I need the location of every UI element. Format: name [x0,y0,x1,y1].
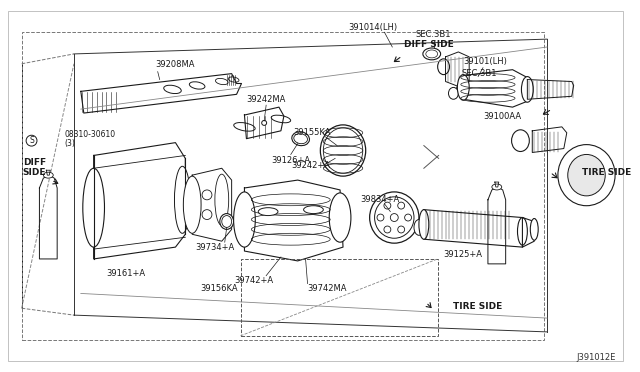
Ellipse shape [531,218,538,240]
Ellipse shape [262,121,267,125]
Ellipse shape [390,214,398,221]
Ellipse shape [397,202,404,209]
Ellipse shape [511,130,529,151]
Text: 39242MA: 39242MA [246,95,286,104]
Ellipse shape [384,226,391,233]
Ellipse shape [321,125,365,176]
Text: 39126+A: 39126+A [271,156,310,165]
Ellipse shape [202,190,212,200]
Polygon shape [488,187,506,264]
Ellipse shape [558,145,615,206]
Text: S: S [29,136,34,145]
Text: 39101(LH): 39101(LH) [463,57,507,66]
Ellipse shape [26,135,37,146]
Ellipse shape [234,192,255,247]
Text: 39734+A: 39734+A [195,243,234,251]
Ellipse shape [438,59,449,75]
Text: 39100AA: 39100AA [484,112,522,121]
Ellipse shape [377,214,384,221]
Text: 39242+A: 39242+A [291,161,330,170]
Text: DIFF SIDE: DIFF SIDE [404,39,454,49]
Ellipse shape [492,184,502,190]
Ellipse shape [374,197,414,238]
Text: 39834+A: 39834+A [360,195,399,204]
Ellipse shape [175,166,190,233]
Ellipse shape [426,50,438,58]
Polygon shape [81,74,241,113]
Ellipse shape [323,128,363,173]
Polygon shape [244,180,343,261]
Ellipse shape [220,214,234,230]
Text: 39156KA: 39156KA [200,284,237,293]
Text: 391014(LH): 391014(LH) [348,23,397,32]
Text: 39208MA: 39208MA [156,60,195,69]
Ellipse shape [568,154,605,196]
Text: SEC.3B1: SEC.3B1 [416,30,451,39]
Text: 39125+A: 39125+A [444,250,483,259]
Ellipse shape [458,75,469,100]
Polygon shape [40,175,57,259]
Ellipse shape [215,174,228,225]
Polygon shape [46,170,51,175]
Ellipse shape [44,172,53,178]
Polygon shape [527,80,573,99]
Polygon shape [552,15,621,160]
Text: 08310-30610: 08310-30610 [64,130,115,139]
Text: 39742+A: 39742+A [235,276,274,285]
Bar [22,32,544,340]
Ellipse shape [449,87,458,99]
Ellipse shape [303,206,323,214]
Ellipse shape [419,210,429,239]
Ellipse shape [397,226,404,233]
Polygon shape [445,52,469,86]
Polygon shape [463,70,532,107]
Ellipse shape [404,214,412,221]
Bar [241,259,438,336]
Text: DIFF: DIFF [23,158,46,167]
Ellipse shape [518,218,527,245]
Text: 39742MA: 39742MA [308,284,347,293]
Polygon shape [522,218,534,247]
Text: SIDE: SIDE [23,168,46,177]
Polygon shape [192,168,232,241]
Text: J391012E: J391012E [577,353,616,362]
Polygon shape [532,127,567,153]
Ellipse shape [329,193,351,242]
Polygon shape [244,107,284,139]
Text: SEC.3B1: SEC.3B1 [461,69,497,78]
Ellipse shape [202,210,212,219]
Ellipse shape [222,215,232,227]
Polygon shape [424,210,524,247]
Text: TIRE SIDE: TIRE SIDE [453,302,502,311]
Ellipse shape [423,48,440,60]
Ellipse shape [292,132,310,146]
Text: 39161+A: 39161+A [107,269,146,278]
Text: 39155KA: 39155KA [294,128,332,137]
Ellipse shape [83,168,104,247]
Ellipse shape [259,208,278,215]
Ellipse shape [414,219,424,235]
Polygon shape [93,142,186,259]
Text: TIRE SIDE: TIRE SIDE [582,168,631,177]
Text: (3): (3) [64,139,75,148]
Ellipse shape [183,176,201,233]
Ellipse shape [522,77,533,102]
Polygon shape [495,182,499,187]
Ellipse shape [384,202,391,209]
Ellipse shape [370,192,419,243]
